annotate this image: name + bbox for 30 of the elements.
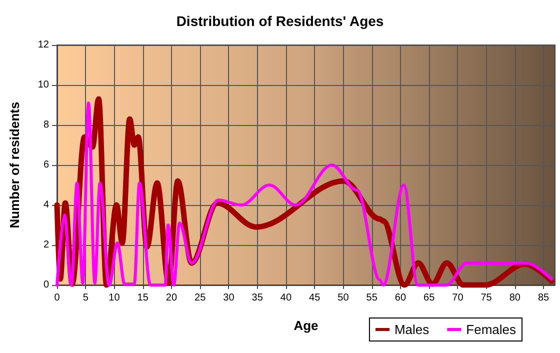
x-tick-label: 40 bbox=[280, 292, 292, 304]
legend-label: Males bbox=[394, 322, 430, 337]
y-tick-label: 0 bbox=[43, 280, 50, 290]
x-tick-label: 65 bbox=[424, 292, 436, 304]
x-tick-label: 80 bbox=[509, 292, 521, 304]
x-tick-label: 50 bbox=[338, 292, 350, 304]
x-tick-label: 85 bbox=[538, 292, 550, 304]
y-axis-title: Number of residents bbox=[7, 102, 22, 228]
x-axis-title: Age bbox=[294, 318, 318, 333]
x-tick-label: 30 bbox=[223, 292, 235, 304]
x-tick-label: 5 bbox=[82, 292, 89, 304]
x-tick-label: 25 bbox=[194, 292, 206, 304]
y-tick-label: 8 bbox=[43, 120, 50, 130]
x-tick-label: 55 bbox=[366, 292, 378, 304]
y-tick-label: 10 bbox=[38, 80, 50, 90]
x-tick-label: 60 bbox=[394, 292, 406, 304]
x-tick-label: 0 bbox=[54, 292, 60, 304]
x-tick-label: 75 bbox=[480, 292, 492, 304]
y-tick-label: 2 bbox=[43, 240, 50, 250]
y-tick-label: 6 bbox=[43, 160, 50, 170]
x-tick-label: 35 bbox=[252, 292, 264, 304]
legend-label: Females bbox=[466, 322, 516, 337]
x-tick-label: 45 bbox=[309, 292, 321, 304]
chart-title: Distribution of Residents' Ages bbox=[176, 13, 384, 29]
x-tick-label: 20 bbox=[166, 292, 178, 304]
y-tick-label: 12 bbox=[38, 40, 50, 50]
x-tick-label: 10 bbox=[108, 292, 120, 304]
x-tick-label: 70 bbox=[452, 292, 464, 304]
y-tick-label: 4 bbox=[43, 200, 50, 210]
x-tick-label: 15 bbox=[137, 292, 149, 304]
